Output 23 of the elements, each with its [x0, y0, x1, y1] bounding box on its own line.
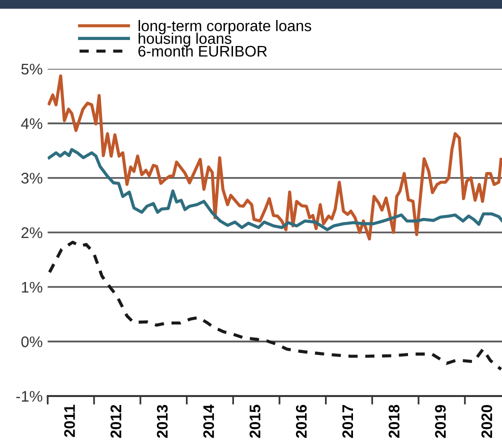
y-tick-label: 0%	[21, 336, 42, 348]
line-series	[48, 74, 502, 241]
legend-label: housing loans	[138, 32, 232, 47]
line-series	[48, 148, 502, 232]
legend-label: 6-month EURIBOR	[138, 45, 267, 57]
y-tick-label: 5%	[21, 64, 42, 75]
x-tick-label: 2013	[156, 404, 168, 438]
x-tick-label: 2018	[388, 404, 400, 438]
x-tick-label: 2015	[250, 404, 260, 438]
y-tick-label: -1%	[16, 390, 42, 402]
legend-label: long-term corporate loans	[138, 20, 312, 34]
x-tick-label: 2011	[64, 404, 75, 437]
x-tick-label: 2012	[110, 404, 122, 438]
x-tick-label: 2016	[296, 404, 307, 438]
y-tick-label: 3%	[21, 172, 42, 184]
y-tick-label: 2%	[22, 227, 42, 238]
x-tick-label: 2020	[481, 405, 492, 438]
x-tick-label: 2014	[203, 404, 214, 438]
line-series	[48, 240, 502, 371]
y-tick-label: 4%	[21, 118, 42, 129]
y-tick-label: 1%	[22, 282, 42, 293]
x-tick-label: 2019	[435, 404, 446, 438]
x-tick-label: 2017	[342, 405, 354, 438]
